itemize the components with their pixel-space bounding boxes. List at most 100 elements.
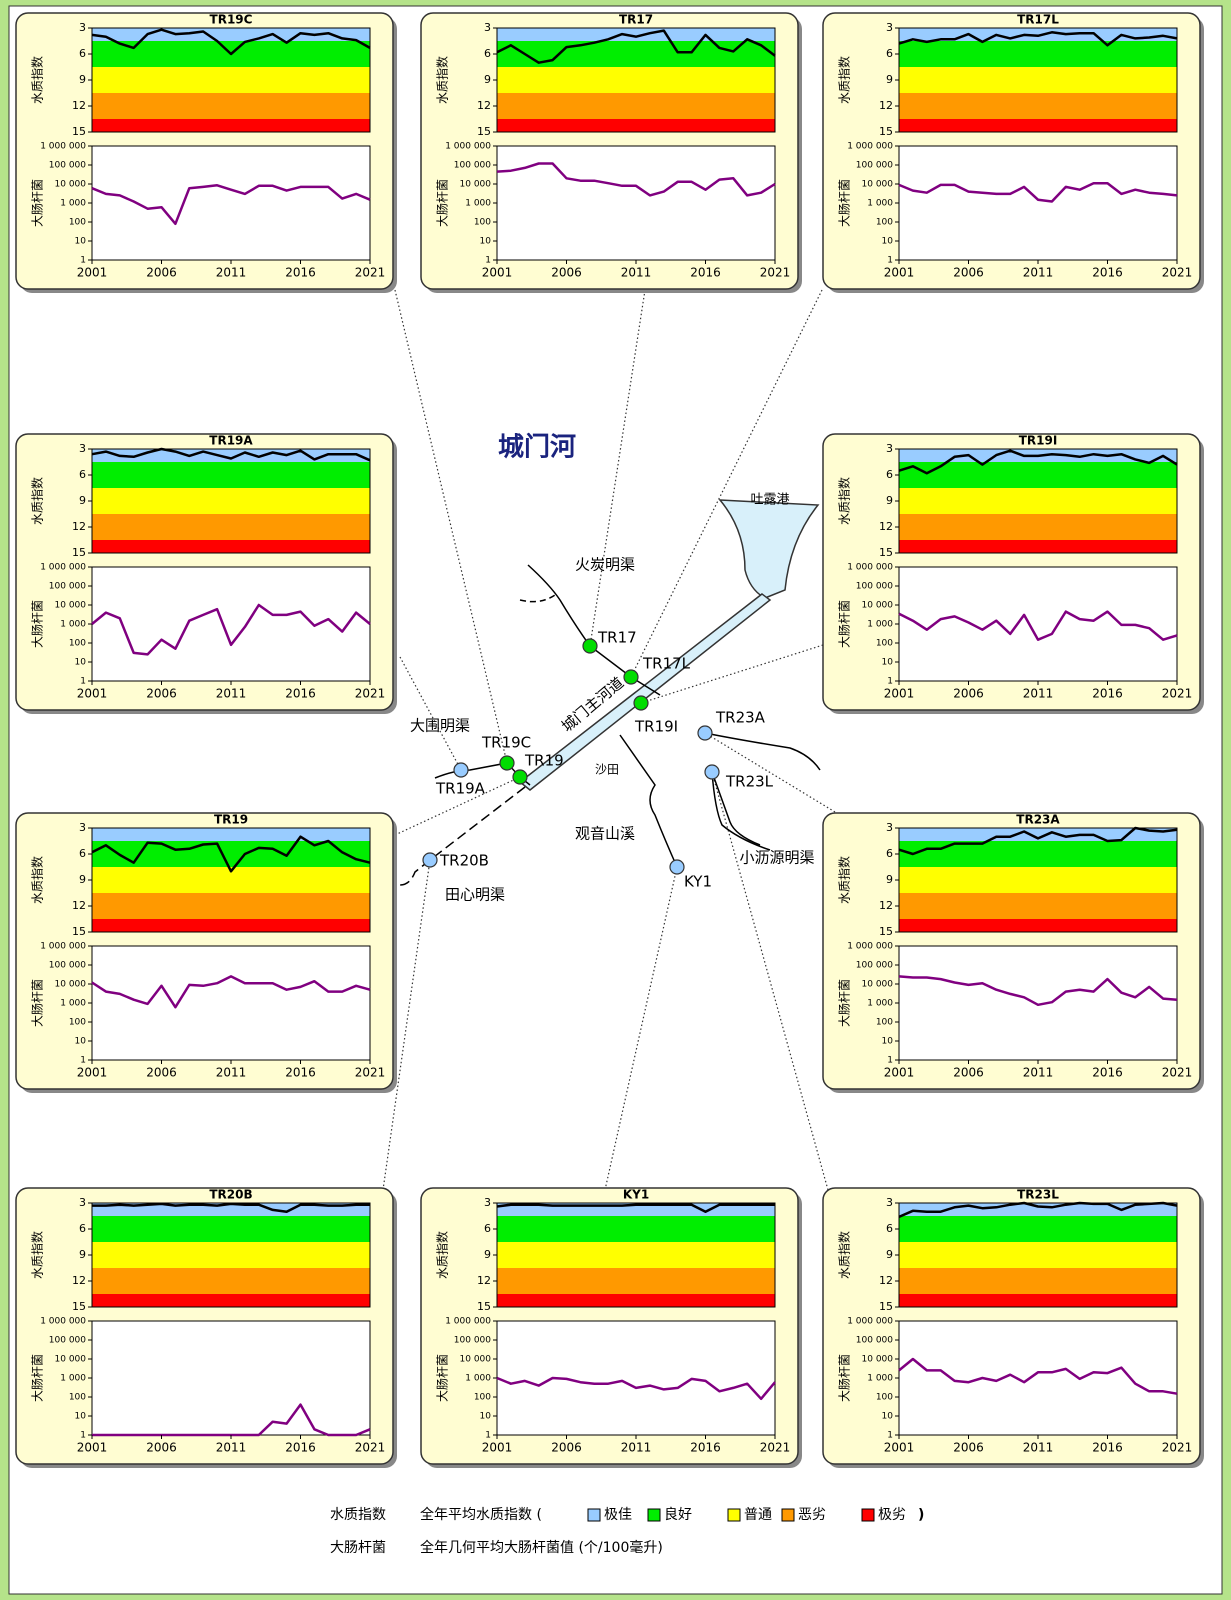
x-tick-label: 2011 (1023, 687, 1054, 701)
place-label: 火炭明渠 (575, 556, 635, 574)
connector (399, 656, 462, 771)
x-tick-label: 2001 (884, 1066, 915, 1080)
legend-swatch (587, 1508, 601, 1522)
wqi-band (92, 488, 370, 514)
y-axis-label: 大肠杆菌 (31, 1354, 45, 1402)
wqi-band (92, 1242, 370, 1268)
x-tick-label: 2006 (551, 266, 582, 280)
y-tick-label: 100 (69, 218, 86, 228)
y-axis-label: 水质指数 (30, 1231, 45, 1279)
y-tick-label: 6 (886, 847, 893, 860)
stream (399, 786, 526, 886)
y-tick-label: 1 000 000 (847, 1317, 893, 1327)
stream (711, 771, 771, 851)
wqi-band (899, 514, 1177, 540)
x-tick-label: 2011 (216, 687, 247, 701)
y-tick-label: 100 (474, 218, 491, 228)
connector (394, 289, 508, 764)
x-tick-label: 2016 (285, 1441, 316, 1455)
ecoli-line (91, 603, 371, 656)
y-tick-label: 10 (75, 237, 87, 247)
legend-text: ) (918, 1507, 924, 1523)
y-axis-label: 水质指数 (837, 477, 852, 525)
y-tick-label: 6 (79, 468, 86, 481)
y-tick-label: 1 000 (60, 999, 86, 1009)
x-tick-label: 2001 (482, 1441, 513, 1455)
y-tick-label: 15 (879, 925, 893, 938)
panel-title: KY1 (623, 1188, 649, 1202)
y-tick-label: 10 (882, 1037, 894, 1047)
y-tick-label: 100 (876, 1393, 893, 1403)
x-tick-label: 2021 (355, 1066, 386, 1080)
y-tick-label: 1 000 (60, 199, 86, 209)
y-axis-label: 水质指数 (837, 1231, 852, 1279)
legend-swatch (727, 1508, 741, 1522)
wqi-band (899, 919, 1177, 932)
x-tick-label: 2006 (953, 1441, 984, 1455)
wqi-band (899, 867, 1177, 893)
station-panel: 3 6 9 12 15 水质指数 1 10 100 1 000 10 000 100 000 1 000… (822, 12, 1204, 293)
station-dot (499, 755, 515, 771)
legend-item: 恶劣 (798, 1507, 826, 1523)
station-label: TR19C (481, 734, 531, 752)
x-tick-label: 2016 (285, 266, 316, 280)
y-axis-label: 水质指数 (435, 1231, 450, 1279)
y-axis-label: 大肠杆菌 (838, 179, 852, 227)
x-tick-label: 2016 (285, 687, 316, 701)
station-dot (453, 762, 469, 778)
wqi-band (899, 828, 1177, 841)
y-tick-label: 100 000 (856, 1336, 893, 1346)
x-tick-label: 2011 (216, 1066, 247, 1080)
y-tick-label: 15 (477, 125, 491, 138)
legend-label: 大肠杆菌 (330, 1540, 386, 1556)
y-tick-label: 100 (69, 1018, 86, 1028)
y-tick-label: 1 000 (60, 620, 86, 630)
panel-title: TR17 (619, 13, 653, 27)
y-tick-label: 6 (484, 1222, 491, 1235)
legend-item: 普通 (744, 1507, 772, 1523)
station-dot (669, 859, 685, 875)
x-tick-label: 2011 (216, 266, 247, 280)
y-tick-label: 1 000 (465, 199, 491, 209)
y-tick-label: 6 (79, 847, 86, 860)
y-tick-label: 100 (876, 639, 893, 649)
station-panel: 3 6 9 12 15 水质指数 1 10 100 1 000 10 000 100 000 1 000… (15, 12, 397, 293)
y-tick-label: 12 (879, 1274, 893, 1287)
y-tick-label: 9 (886, 1248, 893, 1261)
y-tick-label: 3 (79, 442, 86, 455)
wqi-band (92, 1294, 370, 1307)
y-tick-label: 1 (80, 677, 86, 687)
plot-area (92, 567, 370, 681)
wqi-line (898, 826, 1178, 856)
panel-title: TR23L (1017, 1188, 1059, 1202)
place-label: 沙田 (595, 763, 619, 777)
y-tick-label: 10 000 (55, 180, 87, 190)
ecoli-line (898, 975, 1178, 1007)
panel-title: TR23A (1016, 813, 1060, 827)
wqi-band (899, 462, 1177, 488)
station-panel: 3 6 9 12 15 水质指数 1 10 100 1 000 10 000 100 000 1 000… (822, 812, 1204, 1093)
y-tick-label: 1 (485, 256, 491, 266)
y-tick-label: 6 (484, 47, 491, 60)
x-tick-label: 2021 (1162, 1441, 1193, 1455)
x-tick-label: 2006 (146, 1066, 177, 1080)
x-tick-label: 2021 (355, 1441, 386, 1455)
panel-title: TR19A (209, 434, 253, 448)
plot-area (899, 146, 1177, 260)
wqi-band (92, 67, 370, 93)
wqi-line (898, 31, 1178, 47)
y-axis-label: 水质指数 (30, 477, 45, 525)
plot-area (92, 946, 370, 1060)
y-tick-label: 9 (79, 494, 86, 507)
y-tick-label: 10 (882, 658, 894, 668)
stream (711, 771, 761, 846)
x-tick-label: 2021 (1162, 687, 1193, 701)
ecoli-line (496, 162, 776, 197)
y-tick-label: 15 (72, 125, 86, 138)
y-tick-label: 15 (72, 546, 86, 559)
station-label: TR19I (634, 718, 678, 736)
y-axis-label: 水质指数 (30, 56, 45, 104)
station-panel: 3 6 9 12 15 水质指数 1 10 100 1 000 10 000 100 000 1 000… (15, 812, 397, 1093)
y-tick-label: 6 (886, 47, 893, 60)
wqi-line (496, 1203, 775, 1213)
